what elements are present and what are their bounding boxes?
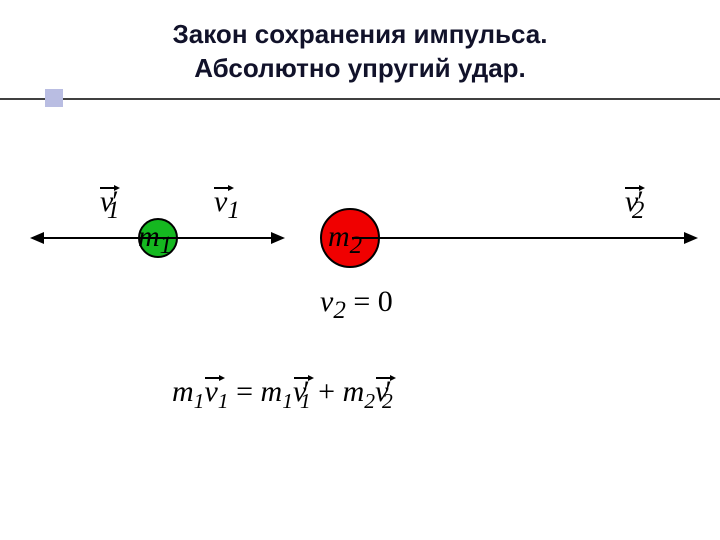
vector-v2-prime-arrow [352, 237, 688, 239]
vec-accent-icon [100, 187, 116, 189]
vec-accent-icon [205, 377, 221, 379]
vector-v1-arrow [148, 237, 275, 239]
vector-v1-prime-arrowhead [30, 232, 44, 244]
vector-v2-prime-arrowhead [684, 232, 698, 244]
page-title: Закон сохранения импульса. Абсолютно упр… [0, 0, 720, 86]
mass-label-m2: m2 [328, 220, 362, 260]
vector-v1-prime-label: v′1 [100, 185, 119, 225]
equation-v2-zero: v2 = 0 [320, 285, 393, 325]
bullet-square [45, 89, 63, 107]
title-underline [0, 98, 720, 100]
vector-v2-prime-label: v′2 [625, 185, 644, 225]
title-line1: Закон сохранения импульса. [0, 18, 720, 52]
vector-v1-arrowhead [271, 232, 285, 244]
vec-accent-icon [214, 187, 230, 189]
main-conservation-equation: m1v1 = m1v′1 + m2v′2 [172, 375, 393, 414]
vector-v1-label: v1 [214, 185, 240, 225]
vec-accent-icon [294, 377, 310, 379]
mass-label-m1: m1 [138, 220, 172, 260]
vec-accent-icon [625, 187, 641, 189]
title-line2: Абсолютно упругий удар. [0, 52, 720, 86]
vec-accent-icon [376, 377, 392, 379]
